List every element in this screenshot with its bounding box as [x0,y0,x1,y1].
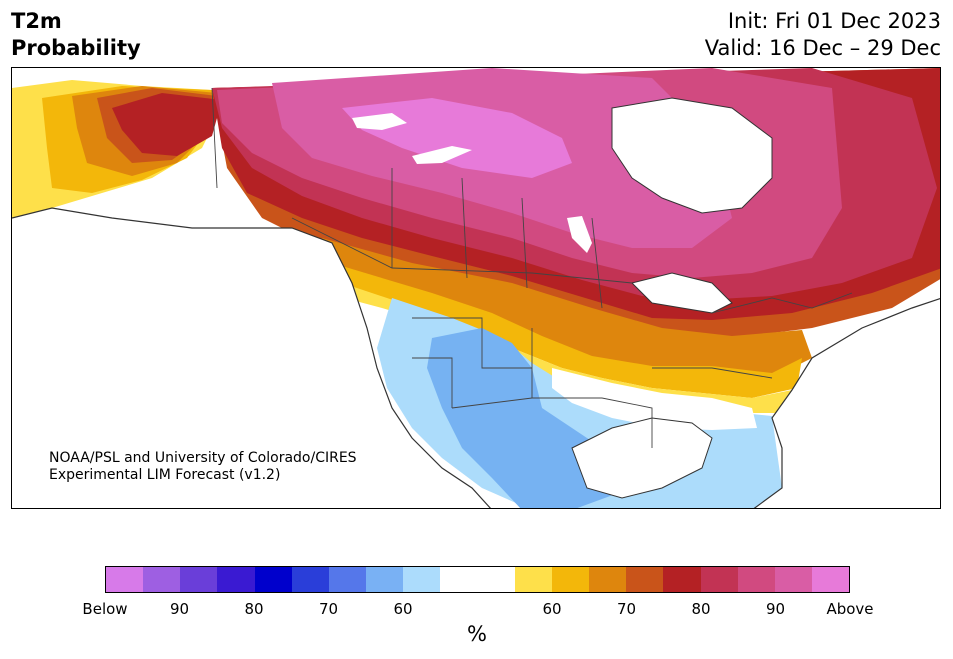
title-line-1: T2m [11,9,62,33]
boundaries [211,87,853,448]
colorbar-label: 80 [691,600,711,618]
init-date: Init: Fri 01 Dec 2023 [727,9,941,33]
colorbar-segment [589,567,627,592]
colorbar-segment [700,567,738,592]
colorbar-label: 60 [542,600,562,618]
colorbar [105,566,850,593]
atlantic-ocean [754,298,940,508]
pacific-ocean [12,208,491,508]
region-alaska-red [112,93,222,156]
colorbar-segment [811,567,850,592]
lake-winnipeg [567,216,592,253]
colorbar-segment [106,567,144,592]
date-info: Init: Fri 01 Dec 2023 Valid: 16 Dec – 29… [705,8,941,62]
colorbar-label: 90 [765,600,786,618]
colorbar-segment [328,567,367,592]
chart-title: T2m Probability [11,8,141,62]
colorbar-label: 80 [244,600,264,618]
colorbar-segment [551,567,590,592]
colorbar-segment [217,567,255,592]
great-bear-lake [352,113,407,130]
colorbar-label: Above [826,600,874,618]
map-canvas [12,68,940,508]
colorbar-segment [143,567,181,592]
colorbar-label: 60 [393,600,413,618]
colorbar-label: 70 [318,600,339,618]
great-lakes [631,272,733,314]
valid-date: Valid: 16 Dec – 29 Dec [704,36,941,60]
hudson-bay [611,97,773,214]
credit-line-1: NOAA/PSL and University of Colorado/CIRE… [49,450,357,466]
coastline-east [753,298,940,508]
colorbar-segment [403,567,441,592]
colorbar-unit: % [467,622,487,646]
coastline [12,207,491,508]
region-us-north-yellow [342,283,792,413]
colorbar-segment [737,567,775,592]
credit-text: NOAA/PSL and University of Colorado/CIRE… [49,450,357,484]
colorbar-segment [774,567,812,592]
colorbar-segment [477,567,515,592]
gulf-of-mexico [571,417,713,499]
colorbar-segment [180,567,218,592]
colorbar-segment [254,567,292,592]
probability-map [11,67,941,509]
region-us-north-orange [322,238,812,378]
colorbar-label: 90 [169,600,190,618]
region-us-north-gold [332,263,802,398]
colorbar-label: Below [82,600,128,618]
colorbar-segment [663,567,701,592]
colorbar-segment [291,567,329,592]
title-line-2: Probability [11,36,141,60]
region-white-gap [552,368,757,430]
colorbar-segment [366,567,404,592]
credit-line-2: Experimental LIM Forecast (v1.2) [49,467,281,483]
colorbar-segment [440,567,478,592]
colorbar-segment [626,567,664,592]
colorbar-label: 70 [616,600,637,618]
colorbar-segment [514,567,552,592]
great-slave-lake [412,146,472,164]
